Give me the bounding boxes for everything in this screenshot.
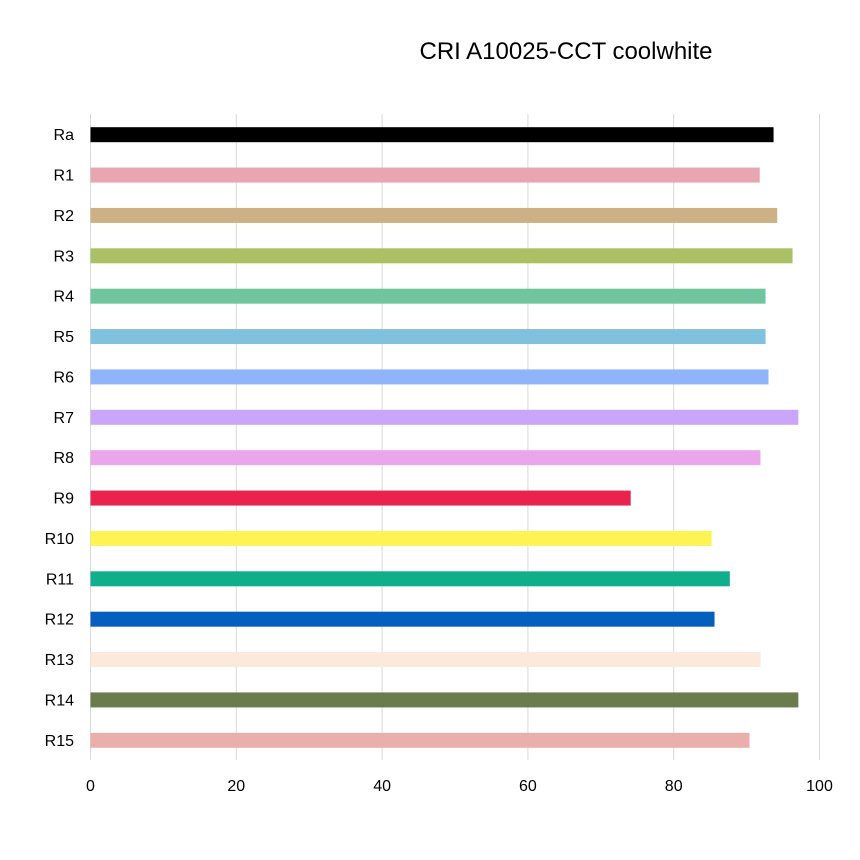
bar-ra: [90, 127, 774, 143]
y-tick-label: R6: [54, 369, 75, 386]
y-tick-label: R12: [45, 612, 74, 629]
y-tick-label: R4: [54, 289, 75, 306]
y-tick-label: R11: [46, 571, 74, 588]
bar-r6: [90, 369, 769, 385]
bar-r15: [90, 732, 750, 748]
x-tick-label: 60: [519, 778, 537, 795]
x-tick-label: 0: [86, 778, 95, 795]
bar-r10: [90, 530, 712, 546]
x-tick-label: 20: [227, 778, 245, 795]
y-tick-label: R7: [54, 410, 75, 427]
bar-r13: [90, 652, 761, 668]
y-tick-label: R15: [45, 733, 74, 750]
bar-r12: [90, 611, 715, 627]
y-tick-label: Ra: [54, 127, 75, 144]
y-tick-label: R9: [54, 491, 75, 508]
bar-r8: [90, 450, 761, 466]
x-tick-label: 40: [373, 778, 391, 795]
y-tick-label: R5: [54, 329, 75, 346]
bar-r11: [90, 571, 730, 587]
bar-r7: [90, 409, 799, 425]
y-tick-label: R8: [54, 450, 75, 467]
bar-r3: [90, 248, 793, 264]
x-tick-label: 80: [665, 778, 683, 795]
x-tick-label: 100: [806, 778, 833, 795]
y-tick-label: R13: [45, 652, 74, 669]
bar-r5: [90, 329, 766, 345]
bar-r4: [90, 288, 766, 304]
y-tick-label: R14: [45, 692, 74, 709]
chart-title: CRI A10025-CCT coolwhite: [419, 38, 713, 65]
y-tick-label: R3: [54, 248, 75, 265]
bar-r1: [90, 167, 760, 183]
y-tick-label: R10: [45, 531, 74, 548]
bar-r14: [90, 692, 799, 708]
y-tick-label: R2: [54, 208, 75, 225]
bar-r9: [90, 490, 631, 506]
bar-r2: [90, 207, 778, 223]
y-tick-label: R1: [54, 168, 75, 185]
